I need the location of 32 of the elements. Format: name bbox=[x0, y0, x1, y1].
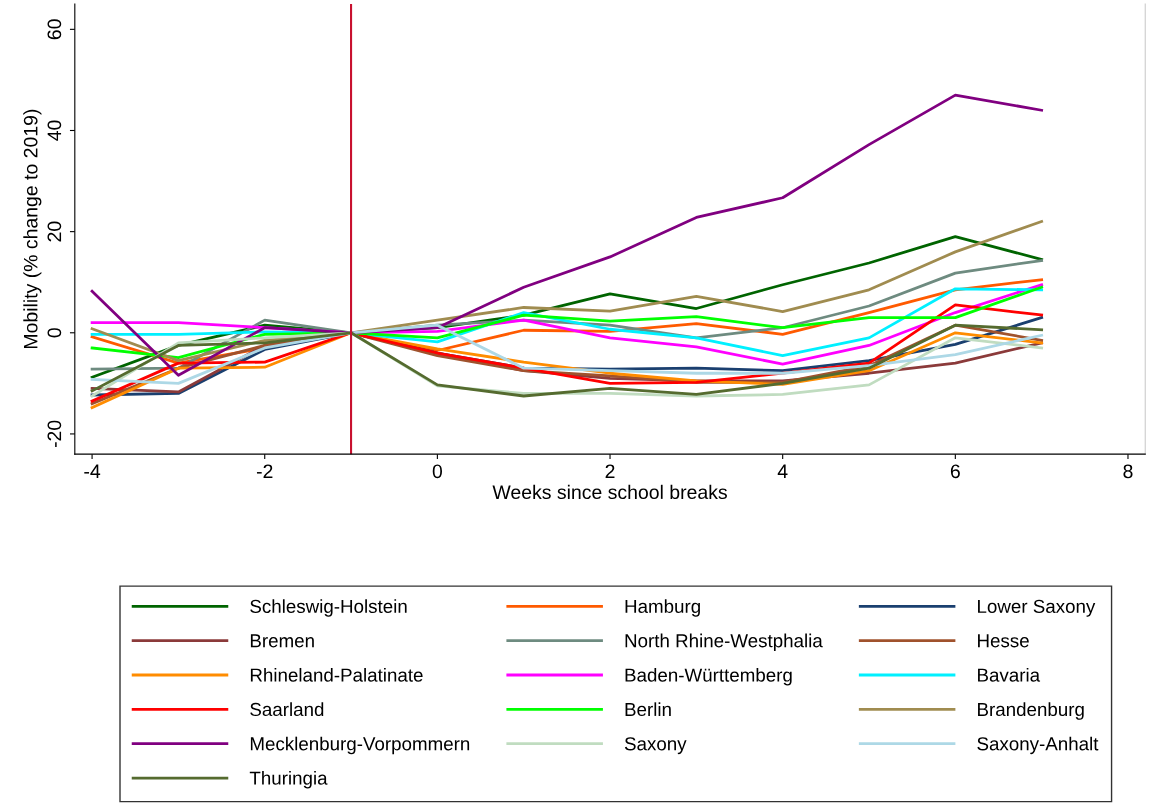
legend-label: Brandenburg bbox=[978, 702, 1084, 720]
line-series bbox=[90, 323, 1044, 385]
legend-label: Thuringia bbox=[249, 771, 328, 789]
legend-label: Hamburg bbox=[625, 599, 700, 617]
legend-label: Berlin bbox=[625, 702, 671, 717]
y-tick-label: -20 bbox=[47, 420, 62, 448]
line-series bbox=[90, 93, 1044, 377]
x-tick-label: 0 bbox=[432, 464, 443, 479]
legend-label: Bavaria bbox=[978, 667, 1041, 682]
legend-label: Lower Saxony bbox=[978, 599, 1096, 617]
legend-label: Hesse bbox=[978, 634, 1029, 648]
legend-label: Schleswig-Holstein bbox=[250, 599, 407, 617]
x-tick-label: -4 bbox=[84, 464, 101, 478]
legend-label: Rhineland-Palatinate bbox=[250, 667, 423, 682]
legend-label: Saxony-Anhalt bbox=[977, 736, 1099, 755]
legend-label: North Rhine-Westphalia bbox=[625, 633, 823, 652]
legend-label: Bremen bbox=[250, 634, 314, 648]
y-tick-label: 40 bbox=[47, 120, 62, 141]
legend-label: Saarland bbox=[250, 702, 324, 717]
y-tick-label: 20 bbox=[47, 221, 62, 242]
x-tick-label: 4 bbox=[777, 464, 788, 478]
legend-label: Mecklenburg-Vorpommern bbox=[250, 736, 470, 755]
x-tick-label: -2 bbox=[256, 464, 273, 478]
x-axis-title: Weeks since school breaks bbox=[492, 484, 727, 500]
x-tick-label: 2 bbox=[605, 464, 615, 478]
x-tick-label: 6 bbox=[950, 464, 960, 479]
y-axis-title: Mobility (% change to 2019) bbox=[23, 109, 42, 349]
legend-label: Baden-Württemberg bbox=[625, 667, 792, 686]
y-tick-label: 0 bbox=[47, 328, 62, 338]
y-tick-label: 60 bbox=[47, 19, 62, 40]
x-tick-label: 8 bbox=[1123, 464, 1133, 479]
legend-label: Saxony bbox=[624, 737, 687, 755]
